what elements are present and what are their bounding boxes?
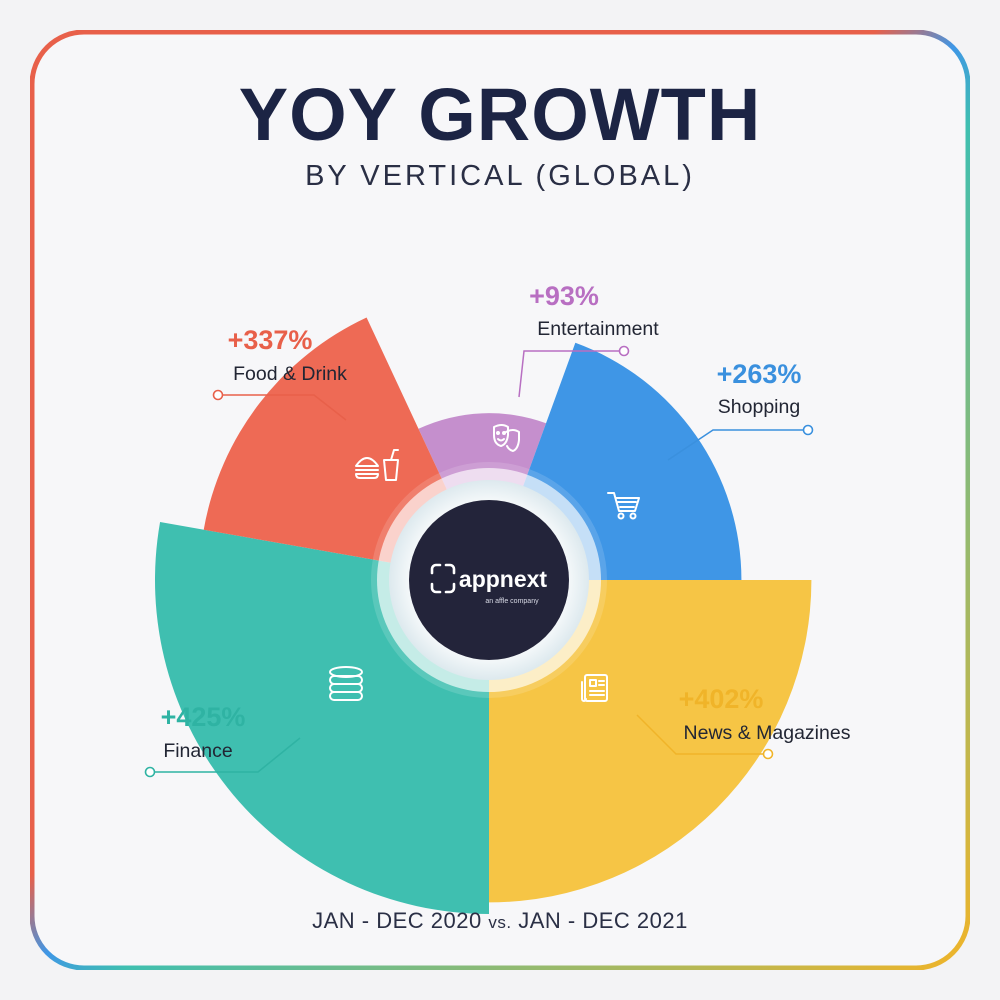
brand-logo-disc [409,500,569,660]
coins-icon [329,666,363,701]
date-range: JAN - DEC 2020 vs. JAN - DEC 2021 [0,908,1000,934]
value-label-food-drink: +337% [228,325,313,355]
slice-news-magazines [489,580,812,903]
page-title: YOY GROWTH [238,73,762,156]
brand-tagline: an affle company [485,598,539,605]
slice-food-drink [203,317,451,565]
category-label-food-drink: Food & Drink [233,363,347,385]
period-2021: JAN - DEC 2021 [518,908,688,933]
shopping-cart-icon [607,492,640,520]
theater-masks-icon [493,424,520,452]
brand-name: appnext [459,566,548,592]
leader-dot [618,345,630,357]
leader-dot [762,748,774,760]
leader-line-entertainment [518,350,624,398]
value-label-finance: +425% [161,702,246,732]
period-2020: JAN - DEC 2020 [312,908,482,933]
leader-dot [144,766,156,778]
newspaper-icon [581,674,608,702]
brand-hub: appnext an affle company [377,468,601,692]
leader-dot [212,389,224,401]
value-label-shopping: +263% [717,359,802,389]
leader-line-finance [150,737,301,773]
category-label-news-magazines: News & Magazines [684,722,851,744]
value-label-entertainment: +93% [529,281,599,311]
page-subtitle: BY VERTICAL (GLOBAL) [305,160,695,192]
category-label-finance: Finance [163,740,232,762]
value-label-news-magazines: +402% [679,684,764,714]
leader-dot [802,424,814,436]
leader-line-food-drink [218,394,347,421]
burger-drink-icon [355,449,399,481]
leader-line-news-magazines [636,714,768,755]
category-label-entertainment: Entertainment [537,318,659,340]
vs-label: vs. [488,913,512,932]
leader-line-shopping [667,429,808,461]
category-label-shopping: Shopping [718,396,800,418]
brand-mark-icon [430,563,456,594]
